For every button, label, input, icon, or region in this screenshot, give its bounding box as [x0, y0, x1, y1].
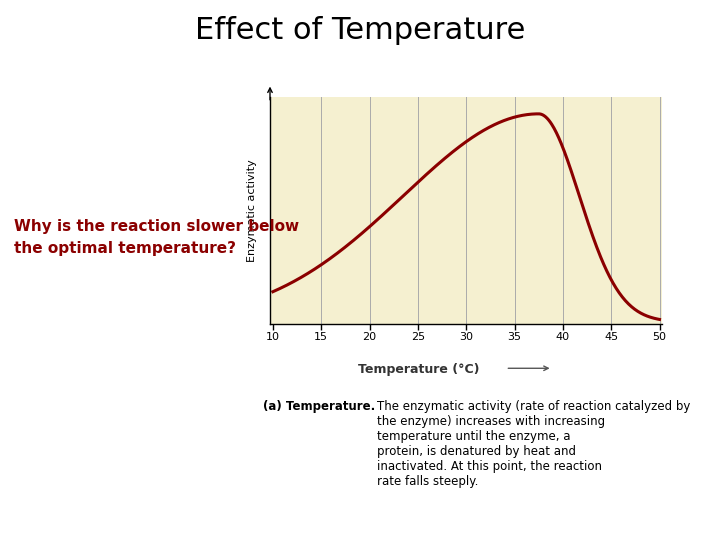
Text: Temperature (°C): Temperature (°C) — [359, 363, 480, 376]
Text: Enzymatic activity: Enzymatic activity — [247, 159, 257, 262]
Text: Effect of Temperature: Effect of Temperature — [195, 16, 525, 45]
Text: The enzymatic activity (rate of reaction catalyzed by
the enzyme) increases with: The enzymatic activity (rate of reaction… — [377, 400, 690, 488]
Text: (a) Temperature.: (a) Temperature. — [263, 400, 375, 413]
Text: Why is the reaction slower below
the optimal temperature?: Why is the reaction slower below the opt… — [14, 219, 300, 256]
